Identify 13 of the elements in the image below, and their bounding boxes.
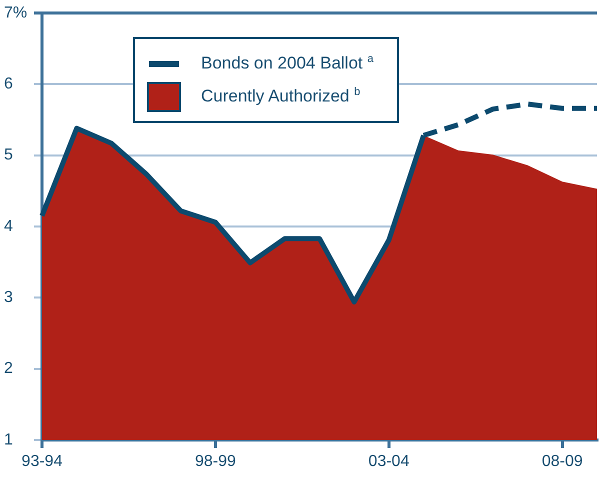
legend-label: Bonds on 2004 Ballot $^{a}$ [201, 53, 374, 74]
y-tick-label: 3 [4, 289, 13, 306]
x-tick-label: 98-99 [194, 453, 236, 470]
y-tick-label: 2 [4, 360, 13, 378]
y-tick-label: 5 [4, 146, 13, 164]
legend-label: Curently Authorized $^{b}$ [201, 86, 360, 107]
x-tick-label: 08-09 [542, 453, 583, 470]
x-tick-label: 03-04 [368, 453, 410, 470]
y-tick-label: 1 [4, 431, 13, 448]
x-tick-label: 93-94 [22, 453, 63, 470]
y-tick-label: 7% [4, 4, 28, 22]
y-tick-label: 4 [4, 218, 13, 235]
y-tick-label: 6 [4, 76, 13, 93]
